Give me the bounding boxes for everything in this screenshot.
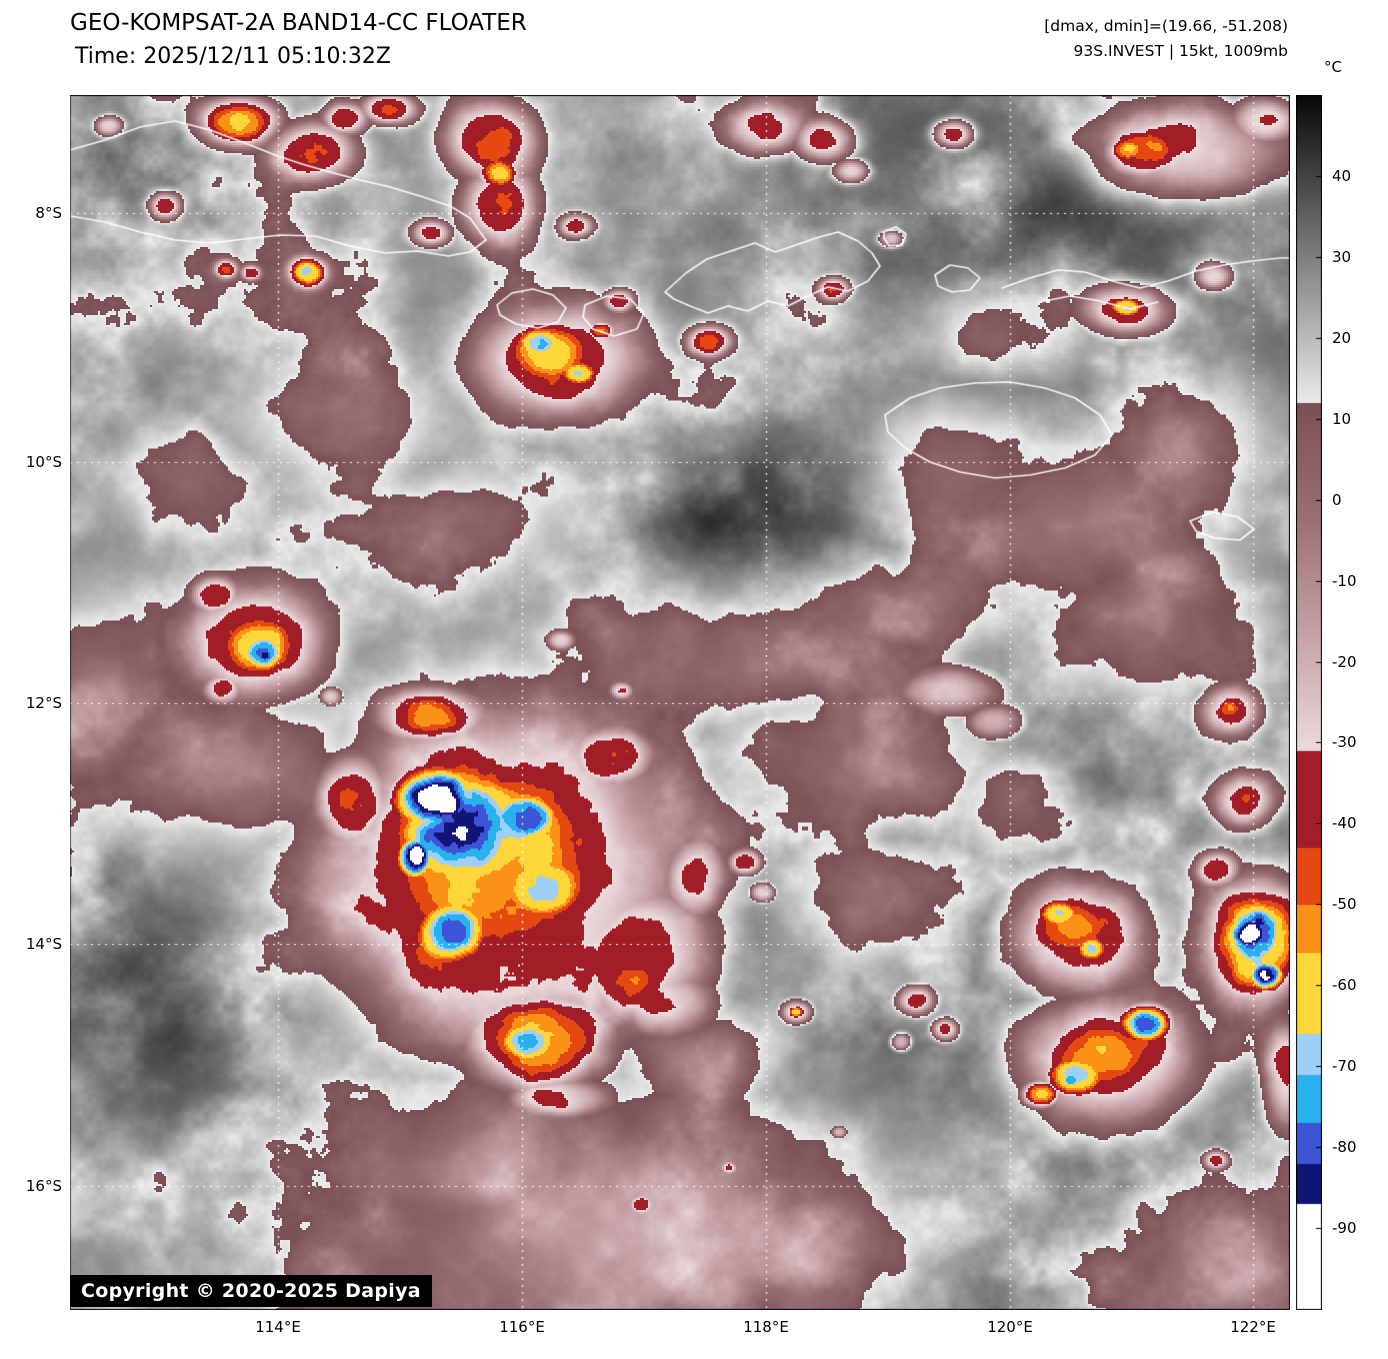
- lat-tick-label: 8°S: [35, 204, 62, 222]
- colorbar-canvas: [1296, 95, 1322, 1310]
- lon-tick-label: 120°E: [987, 1318, 1033, 1336]
- lat-tick-label: 14°S: [25, 935, 62, 953]
- dmax-dmin-readout: [dmax, dmin]=(19.66, -51.208): [1044, 17, 1288, 35]
- colorbar-tick-label: -70: [1332, 1057, 1357, 1076]
- colorbar-tick-label: -30: [1332, 733, 1357, 752]
- colorbar-tick-label: 0: [1332, 490, 1342, 509]
- colorbar-tick-label: -40: [1332, 814, 1357, 833]
- lon-tick-label: 116°E: [499, 1318, 545, 1336]
- copyright-badge: Copyright © 2020-2025 Dapiya: [70, 1275, 432, 1307]
- lat-tick-label: 12°S: [25, 694, 62, 712]
- colorbar-tick-label: -20: [1332, 652, 1357, 671]
- lon-tick-label: 118°E: [743, 1318, 789, 1336]
- colorbar-tick-label: -80: [1332, 1138, 1357, 1157]
- header-right: [dmax, dmin]=(19.66, -51.208) 93S.INVEST…: [1044, 14, 1288, 64]
- page-title: GEO-KOMPSAT-2A BAND14-CC FLOATER: [70, 10, 527, 36]
- lon-tick-label: 122°E: [1230, 1318, 1276, 1336]
- colorbar-unit-label: °C: [1324, 58, 1342, 76]
- colorbar-tick-label: -90: [1332, 1219, 1357, 1238]
- storm-info-readout: 93S.INVEST | 15kt, 1009mb: [1073, 42, 1288, 60]
- lat-tick-label: 10°S: [25, 453, 62, 471]
- map-overlay-canvas: [70, 95, 1290, 1310]
- lat-tick-label: 16°S: [25, 1177, 62, 1195]
- colorbar-tick-label: -60: [1332, 976, 1357, 995]
- colorbar-tick-label: 40: [1332, 166, 1352, 185]
- colorbar-tick-label: -50: [1332, 895, 1357, 914]
- colorbar-tick-label: 10: [1332, 409, 1352, 428]
- colorbar-tick-label: 30: [1332, 247, 1352, 266]
- timestamp: Time: 2025/12/11 05:10:32Z: [75, 44, 391, 69]
- colorbar-tick-label: -10: [1332, 571, 1357, 590]
- colorbar-tick-label: 20: [1332, 328, 1352, 347]
- lon-tick-label: 114°E: [255, 1318, 301, 1336]
